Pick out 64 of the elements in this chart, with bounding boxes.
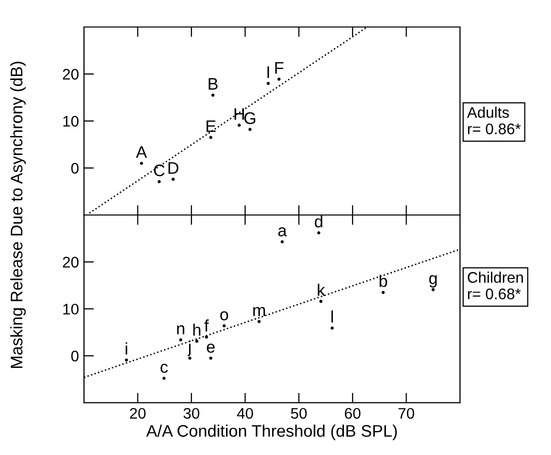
data-label: m [253,307,265,316]
point [248,128,252,132]
data-label: l [331,310,333,323]
data-label: i [126,342,128,354]
point [188,356,192,360]
y-tick-label: 20 [62,68,79,80]
data-label: f [204,319,209,332]
data-label: b [380,274,388,288]
point [211,94,214,97]
data-label: d [314,215,322,228]
y-tick-label: 0 [71,162,79,174]
point [382,290,385,294]
data-label: n [177,325,184,334]
point [172,178,175,181]
data-label: G [244,112,256,124]
data-label: g [429,275,437,288]
y-tick-label: 0 [71,350,79,362]
point [195,340,198,343]
point [330,326,334,330]
data-label: E [206,120,216,132]
point [238,124,241,127]
data-label: k [318,284,326,296]
data-label: I [267,66,270,78]
x-tick-label: 50 [290,408,307,419]
data-label: B [208,78,218,90]
y-tick-label: 10 [63,304,79,315]
point [209,356,212,360]
x-tick-label: 70 [398,408,414,419]
point [277,78,281,81]
point [432,288,435,292]
point [319,300,322,303]
data-label: h [193,324,200,336]
point [280,240,284,244]
data-label: F [275,62,284,74]
text: Adults r= 0.86* [467,106,521,134]
x-axis-title: A/A Condition Threshold (dB SPL) [146,424,397,440]
point [124,358,128,362]
data-label: C [154,164,165,176]
point [258,320,261,324]
point [179,338,182,342]
point [140,162,144,165]
data-label: D [168,162,178,174]
data-label: a [278,227,287,236]
text: Children r= 0.68* [468,272,523,300]
data-label: A [136,146,147,158]
point [266,82,270,85]
data-label: e [206,344,215,353]
point [158,180,161,184]
x-tick-label: 20 [130,408,146,419]
data-label: c [160,364,168,373]
point [204,335,208,339]
point [209,136,212,140]
point [317,231,320,234]
y-tick-label: 20 [62,256,79,268]
y-axis-title: Masking Release Due to Asynchrony (dB) [10,62,26,368]
data-label: H [234,108,244,120]
data-label: j [188,340,191,356]
point [222,324,226,328]
data-label: o [220,311,228,320]
x-tick-label: 60 [344,408,360,419]
x-tick-label: 40 [237,408,254,419]
point [162,376,166,380]
y-tick-label: 10 [63,116,79,127]
x-tick-label: 30 [184,408,200,419]
